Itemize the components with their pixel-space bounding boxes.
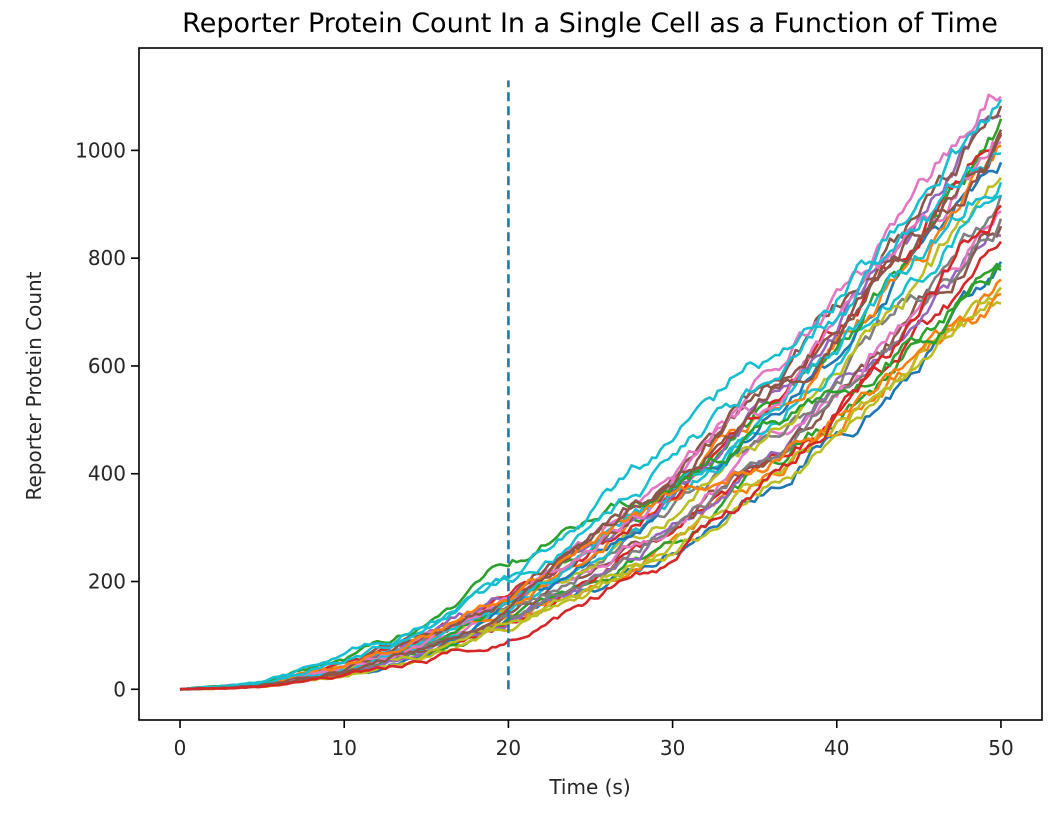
series-layer	[179, 93, 1003, 691]
series-line-23	[180, 132, 1003, 691]
series-line-21	[179, 181, 1003, 691]
series-line-27	[179, 151, 1002, 691]
series-line-13	[179, 118, 1003, 691]
series-line-14	[179, 134, 1003, 691]
series-line-29	[179, 204, 1002, 691]
chart-title: Reporter Protein Count In a Single Cell …	[182, 8, 998, 39]
series-line-3	[179, 262, 1002, 691]
series-line-12	[179, 144, 1002, 691]
x-tick-label: 40	[824, 736, 849, 760]
x-tick-label: 20	[496, 736, 521, 760]
y-tick-label: 800	[88, 246, 126, 270]
series-line-22	[179, 140, 1002, 691]
y-tick-label: 200	[88, 570, 126, 594]
y-axis-ticks: 0 200 400 600 800 1000	[75, 138, 139, 701]
series-line-11	[179, 161, 1003, 691]
x-axis-label: Time (s)	[548, 775, 630, 799]
y-tick-label: 400	[88, 462, 126, 486]
y-axis-label: Reporter Protein Count	[22, 271, 46, 500]
series-line-7	[179, 210, 1002, 691]
series-line-17	[179, 93, 1002, 691]
y-tick-label: 0	[113, 677, 126, 701]
series-line-15	[179, 114, 1002, 691]
y-tick-label: 1000	[75, 138, 126, 162]
plot-frame	[138, 47, 1043, 721]
series-line-24	[179, 292, 1002, 691]
series-line-25	[179, 266, 1002, 691]
series-line-26	[179, 98, 1003, 691]
x-tick-label: 10	[332, 736, 357, 760]
x-tick-label: 50	[988, 736, 1013, 760]
x-tick-label: 30	[660, 736, 685, 760]
y-tick-label: 600	[88, 354, 126, 378]
series-line-18	[179, 218, 1003, 691]
series-line-2	[179, 278, 1002, 691]
x-tick-label: 0	[174, 736, 187, 760]
x-axis-ticks: 0 10 20 30 40 50	[174, 720, 1014, 760]
